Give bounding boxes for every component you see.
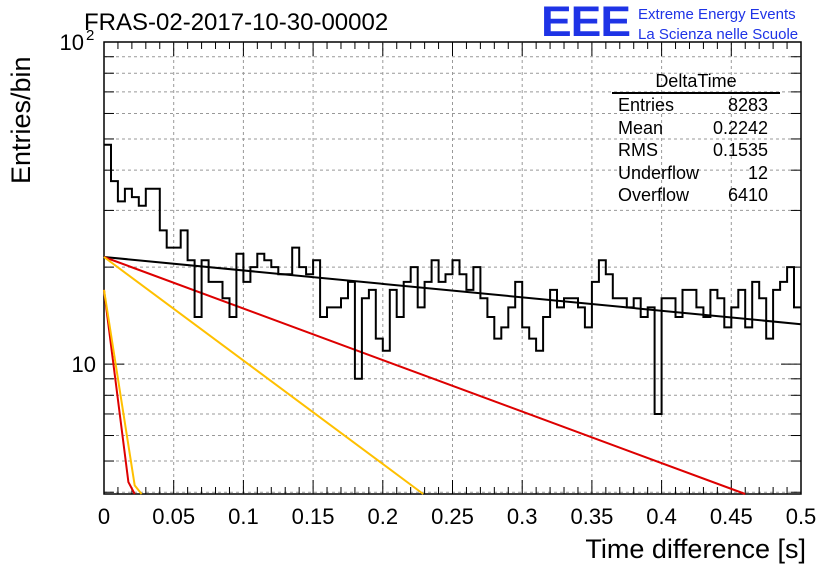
stats-value: 12 [747,162,768,183]
axis-ticks [103,41,802,494]
logo-line-1: Extreme Energy Events [638,6,796,23]
x-tick-label: 0.25 [431,504,474,529]
stats-row-entries: Entries 8283 [612,94,780,117]
x-tick-label: 0.1 [228,504,259,529]
stats-value: 6410 [727,185,768,206]
run-title: FRAS-02-2017-10-30-00002 [84,9,389,36]
y-tick-label-exponent: 2 [86,27,94,44]
histogram-series [104,143,801,415]
x-tick-label: 0.15 [292,504,335,529]
grid [104,42,801,494]
stats-label: Overflow [618,185,690,206]
eee-logo: EEE Extreme Energy Events La Scienza nel… [541,0,798,46]
x-tick-label: 0.3 [507,504,538,529]
x-tick-label: 0.4 [646,504,677,529]
stats-label: Underflow [618,162,700,183]
stats-value: 0.2242 [712,117,768,138]
logo-text: Extreme Energy Events La Scienza nelle S… [638,5,798,45]
fit-line [103,256,424,495]
logo-line-2: La Scienza nelle Scuole [638,26,799,43]
x-axis-label: Time difference [s] [585,534,806,564]
stats-row-mean: Mean 0.2242 [612,117,780,140]
stats-title: DeltaTime [612,70,780,94]
stats-box: DeltaTime Entries 8283 Mean 0.2242 RMS 0… [612,70,780,207]
x-tick-label: 0.35 [570,504,613,529]
y-axis-label: Entries/bin [6,56,36,184]
stats-label: RMS [618,140,658,161]
x-tick-label: 0.5 [786,504,817,529]
logo-mark: EEE [541,0,631,46]
fit-line [103,289,143,495]
x-tick-labels: 0 0.05 0.1 0.15 0.2 0.25 0.3 0.35 0.4 0.45 0.5 [98,504,816,529]
fit-line [103,256,802,326]
fit-line [103,256,746,495]
y-tick-label: 10 [60,30,84,55]
x-tick-label: 0.45 [710,504,753,529]
x-tick-label: 0 [98,504,110,529]
stats-value: 8283 [727,95,768,115]
stats-row-overflow: Overflow 6410 [612,184,780,207]
stats-row-underflow: Underflow 12 [612,162,780,185]
stats-row-rms: RMS 0.1535 [612,139,780,162]
stats-value: 0.1535 [712,140,768,161]
stats-label: Entries [618,95,675,115]
fit-line [103,289,136,495]
fit-lines [103,256,802,495]
stats-label: Mean [618,117,664,138]
x-tick-label: 0.05 [152,504,195,529]
x-tick-label: 0.2 [368,504,399,529]
y-tick-label: 10 [72,352,96,377]
